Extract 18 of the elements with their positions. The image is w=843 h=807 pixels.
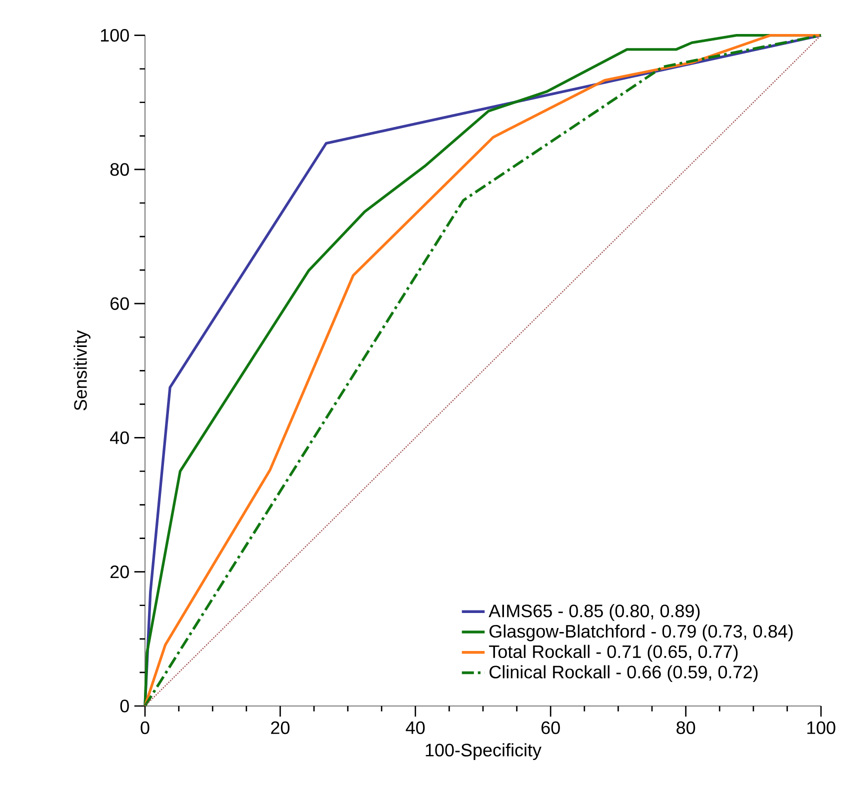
y-tick-label: 80 <box>110 163 129 176</box>
y-tick-label: 100 <box>100 28 129 42</box>
x-axis-title: 100-Specificity <box>426 743 542 760</box>
x-tick-label: 20 <box>271 721 290 734</box>
x-tick-label: 40 <box>406 721 425 734</box>
legend-label: AIMS65 - 0.85 (0.80, 0.89) <box>488 604 700 621</box>
x-tick-label: 80 <box>676 721 696 734</box>
y-axis-title: Sensitivity <box>74 330 90 410</box>
legend-label: Total Rockall - 0.71 (0.65, 0.77) <box>489 644 738 662</box>
x-tick-label: 100 <box>807 721 836 734</box>
y-tick-label: 0 <box>120 700 129 712</box>
x-tick-label: 0 <box>140 721 150 734</box>
legend-label: Glasgow-Blatchford - 0.79 (0.73, 0.84) <box>490 624 793 642</box>
y-tick-label: 40 <box>110 431 129 444</box>
y-tick-label: 60 <box>110 297 129 310</box>
legend-label: Clinical Rockall - 0.66 (0.59, 0.72) <box>490 665 758 682</box>
x-tick-label: 60 <box>542 721 560 734</box>
y-tick-label: 20 <box>110 565 129 578</box>
